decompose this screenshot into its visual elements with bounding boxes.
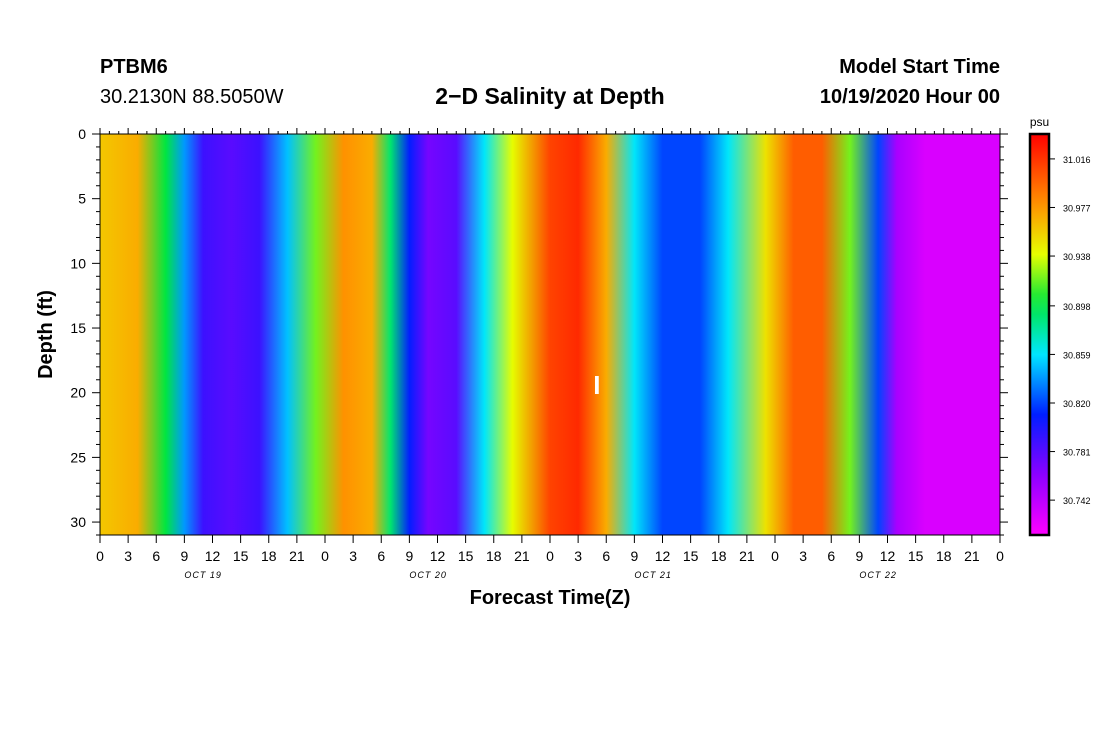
day-label: OCT 22 [859, 570, 897, 580]
x-tick-label: 3 [349, 548, 357, 564]
salinity-field [100, 134, 1000, 535]
x-tick-label: 6 [827, 548, 835, 564]
colorbar-tick-label: 30.781 [1063, 448, 1091, 458]
colorbar-tick-label: 30.938 [1063, 252, 1091, 262]
x-tick-label: 0 [771, 548, 779, 564]
colorbar-unit: psu [1030, 115, 1049, 129]
x-tick-label: 0 [321, 548, 329, 564]
x-tick-label: 18 [486, 548, 502, 564]
y-tick-label: 20 [70, 385, 86, 401]
colorbar-tick-label: 30.742 [1063, 496, 1091, 506]
y-axis-label: Depth (ft) [35, 290, 57, 379]
y-tick-label: 30 [70, 514, 86, 530]
colorbar-tick-label: 31.016 [1063, 155, 1091, 165]
x-tick-label: 6 [377, 548, 385, 564]
x-tick-label: 15 [683, 548, 699, 564]
x-tick-label: 21 [964, 548, 980, 564]
x-tick-label: 21 [289, 548, 305, 564]
day-label: OCT 20 [409, 570, 447, 580]
colorbar-tick-label: 30.977 [1063, 203, 1091, 213]
x-tick-label: 12 [880, 548, 896, 564]
colorbar-tick-label: 30.859 [1063, 350, 1091, 360]
y-tick-label: 10 [70, 255, 86, 271]
y-tick-label: 15 [70, 320, 86, 336]
x-tick-label: 9 [180, 548, 188, 564]
day-label: OCT 19 [184, 570, 222, 580]
x-tick-label: 21 [739, 548, 755, 564]
station-coordinates: 30.2130N 88.5050W [100, 86, 284, 108]
x-tick-label: 3 [574, 548, 582, 564]
x-tick-label: 18 [936, 548, 952, 564]
y-tick-label: 25 [70, 449, 86, 465]
x-tick-label: 9 [855, 548, 863, 564]
x-axis-label: Forecast Time(Z) [470, 587, 631, 609]
x-tick-label: 12 [655, 548, 671, 564]
x-tick-label: 9 [405, 548, 413, 564]
x-tick-label: 3 [124, 548, 132, 564]
day-label: OCT 21 [634, 570, 672, 580]
x-tick-label: 6 [602, 548, 610, 564]
x-tick-label: 18 [261, 548, 277, 564]
chart-title: 2−D Salinity at Depth [435, 83, 665, 109]
x-tick-label: 15 [233, 548, 249, 564]
model-start-value: 10/19/2020 Hour 00 [819, 86, 1000, 108]
x-tick-label: 21 [514, 548, 530, 564]
model-start-label: Model Start Time [839, 56, 1000, 78]
x-tick-label: 0 [96, 548, 104, 564]
x-tick-label: 18 [711, 548, 727, 564]
y-tick-label: 5 [78, 191, 86, 207]
annotation-marker: I [593, 370, 600, 400]
x-tick-label: 15 [908, 548, 924, 564]
x-tick-label: 12 [430, 548, 446, 564]
x-tick-label: 0 [546, 548, 554, 564]
x-tick-label: 15 [458, 548, 474, 564]
y-tick-label: 0 [78, 126, 86, 142]
x-tick-label: 0 [996, 548, 1004, 564]
colorbar [1028, 132, 1051, 537]
station-id: PTBM6 [100, 56, 168, 78]
x-tick-label: 6 [152, 548, 160, 564]
x-tick-label: 9 [630, 548, 638, 564]
colorbar-tick-label: 30.820 [1063, 399, 1091, 409]
x-tick-label: 3 [799, 548, 807, 564]
colorbar-tick-label: 30.898 [1063, 302, 1091, 312]
x-tick-label: 12 [205, 548, 221, 564]
